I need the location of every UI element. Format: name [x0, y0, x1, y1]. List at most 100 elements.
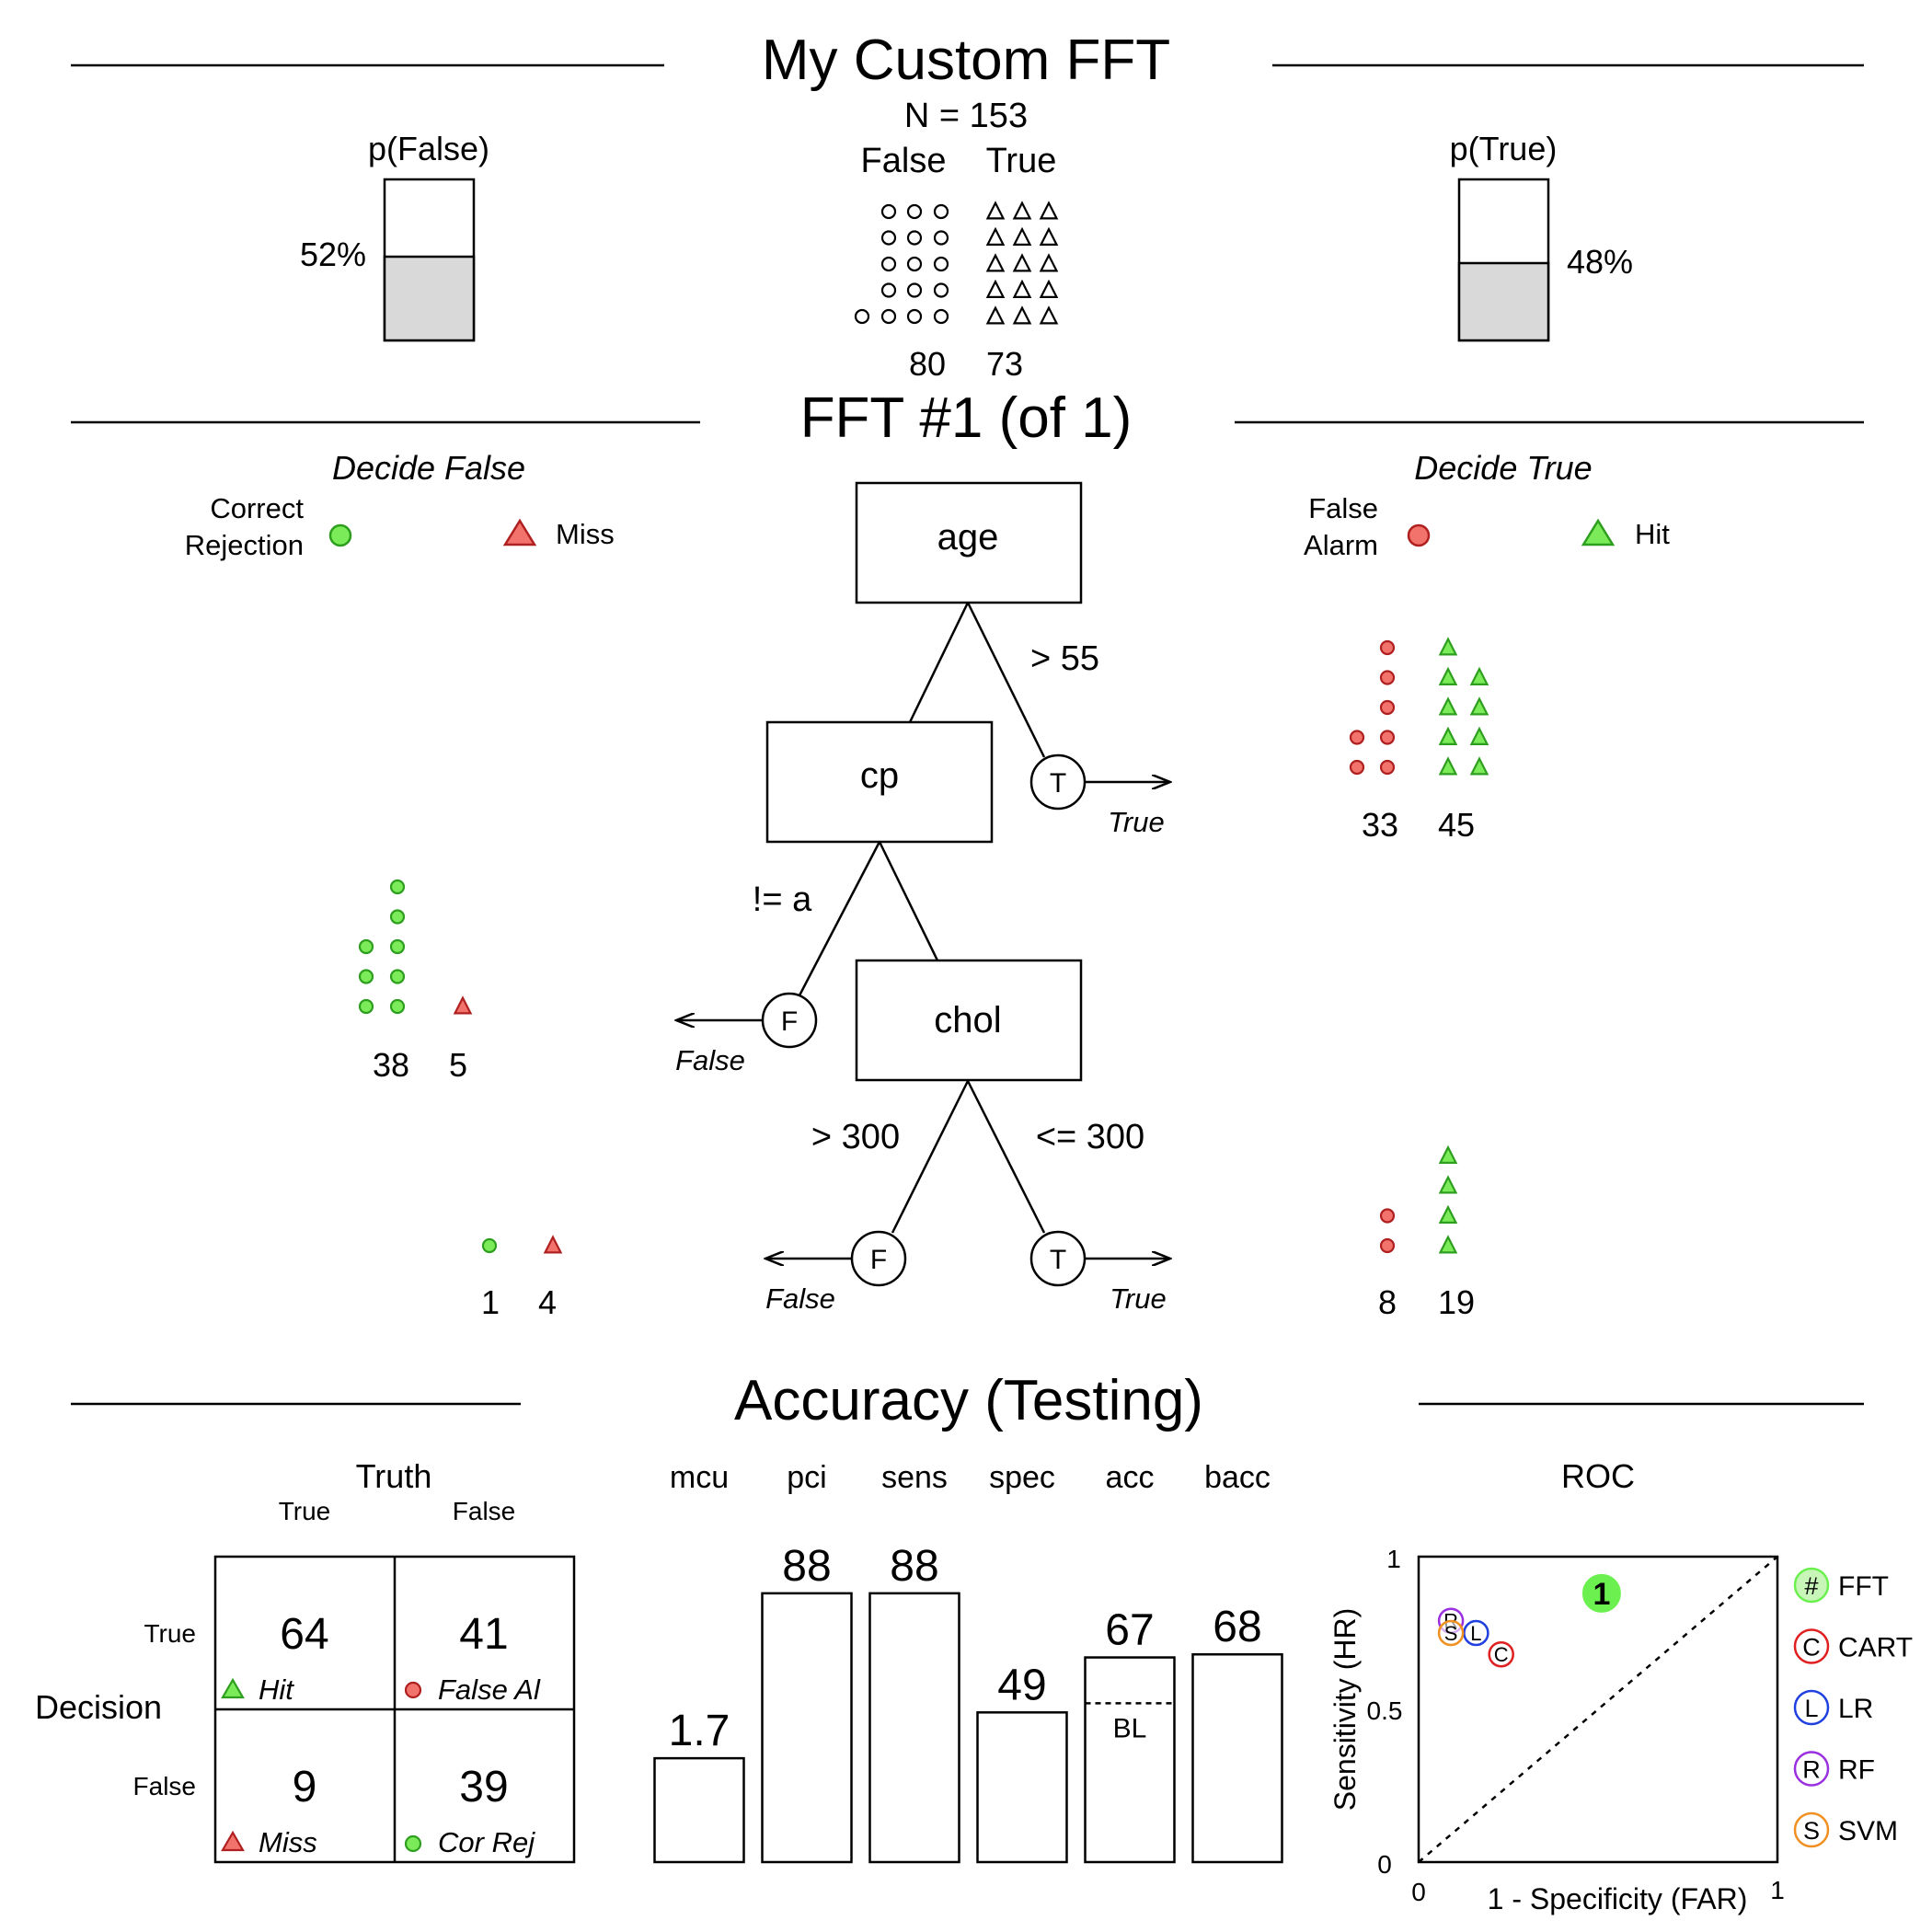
false-class-icon [906, 230, 923, 246]
roc-legend-marker [1793, 1689, 1830, 1726]
true-class-icon [985, 253, 1006, 272]
p-true-fill [1457, 261, 1550, 342]
legend-miss-icon [502, 518, 537, 546]
false-class-icon [880, 308, 897, 325]
hit-icon [1438, 1144, 1458, 1164]
cell-hit-icon [221, 1677, 245, 1699]
false-alarm-icon [1349, 759, 1365, 776]
cell-hit-label: Hit [259, 1673, 294, 1706]
leaf-chol-hit-count: 19 [1438, 1283, 1475, 1321]
hit-icon [1469, 726, 1489, 745]
false-class-icon [906, 308, 923, 325]
leaf-cp-miss-count: 5 [449, 1046, 467, 1084]
false-class-icon [906, 282, 923, 298]
decision-row-false: False [133, 1772, 196, 1800]
metric-value: 49 [997, 1661, 1046, 1709]
metric-bar [761, 1592, 853, 1864]
truth-col-false: False [453, 1497, 515, 1525]
cell-miss-icon [221, 1830, 245, 1852]
cell-cor-rej-label: Cor Rej [438, 1826, 535, 1858]
true-class-icon [1012, 253, 1032, 272]
metric-bar [1191, 1652, 1283, 1864]
tree-title: FFT #1 (of 1) [800, 386, 1133, 450]
true-class-icon [1012, 201, 1032, 220]
false-alarm-icon [1379, 759, 1396, 776]
false-alarm-icon [1379, 699, 1396, 716]
metric-bars: mcu 1.7 pci 88 sens 88 spec 49 acc 67 BL bacc 68 [653, 1460, 1283, 1864]
true-class-icon [1039, 279, 1059, 298]
miss-icon [543, 1235, 563, 1254]
metric-bar [653, 1756, 745, 1864]
branch-age-cp [908, 602, 970, 723]
true-class-icon [1012, 305, 1032, 325]
cell-hit-value: 64 [280, 1610, 328, 1659]
roc-y-tick-0-5: 0.5 [1367, 1696, 1403, 1725]
exit-chol-true-circle [1029, 1230, 1087, 1287]
cell-false-alarm-value: 41 [459, 1610, 508, 1659]
roc-legend-marker [1793, 1811, 1830, 1848]
hit-icon [1438, 666, 1458, 685]
hit-icon [1469, 666, 1489, 685]
metric-label: pci [787, 1460, 826, 1495]
branch-chol-false [891, 1080, 970, 1234]
roc-legend-name: CART [1838, 1633, 1913, 1663]
roc-legend-letter: # [1804, 1572, 1818, 1600]
true-class-icon [985, 226, 1006, 246]
leaf-chol-cr-count: 1 [481, 1283, 500, 1321]
true-class-icon [1039, 201, 1059, 220]
false-alarm-icon [1379, 670, 1396, 685]
count-false: 80 [909, 345, 946, 383]
roc-point-lr [1463, 1619, 1489, 1647]
false-class-icon [854, 308, 870, 325]
roc-point-fft [1581, 1573, 1621, 1613]
p-true-title: p(True) [1450, 130, 1558, 167]
roc-legend-marker [1793, 1751, 1830, 1787]
cell-cor-rej-icon [404, 1834, 422, 1853]
legend-false-alarm-line1: False [1308, 492, 1378, 524]
metric-value: 88 [782, 1542, 831, 1591]
roc-y-axis-label: Sensitivity (HR) [1328, 1608, 1362, 1811]
hit-icon [1438, 1204, 1458, 1224]
exit-cp-false-circle [761, 992, 818, 1049]
roc-point-letter: L [1470, 1622, 1481, 1645]
branch-age-exit [966, 602, 1046, 758]
roc-legend-name: FFT [1838, 1571, 1889, 1602]
false-alarm-icon [1379, 1237, 1396, 1254]
legend-correct-rejection-line1: Correct [210, 492, 304, 524]
exit-cp-label: False [675, 1044, 745, 1076]
truth-col-true: True [279, 1497, 331, 1525]
false-alarm-icon [1349, 730, 1365, 745]
false-alarm-icon [1379, 639, 1396, 656]
branch-cp-chol [878, 841, 939, 961]
correct-rejection-icon [389, 969, 406, 984]
correct-rejection-icon [389, 998, 406, 1015]
roc-point-letter: S [1444, 1622, 1458, 1645]
legend-correct-rejection-icon [328, 523, 352, 547]
miss-icon [453, 995, 473, 1015]
true-class-icon [985, 201, 1006, 220]
false-alarm-icon [1379, 730, 1396, 745]
cell-false-alarm-label: False Al [438, 1673, 541, 1706]
roc-legend-marker [1793, 1628, 1830, 1664]
metric-value: 1.7 [669, 1707, 730, 1755]
threshold-chol-true: <= 300 [1036, 1118, 1144, 1156]
p-true-label: 48% [1567, 243, 1633, 281]
roc-legend-marker [1793, 1567, 1830, 1604]
true-class-icon [1012, 226, 1032, 246]
correct-rejection-icon [358, 938, 374, 955]
roc-x-tick-0: 0 [1411, 1878, 1426, 1906]
node-cp-label: cp [860, 755, 899, 796]
exit-age-true-circle [1029, 753, 1087, 811]
metric-bar [976, 1711, 1068, 1864]
correct-rejection-icon [389, 879, 406, 895]
cell-miss-label: Miss [259, 1826, 317, 1858]
false-class-icon [880, 230, 897, 246]
hit-icon [1438, 637, 1458, 656]
false-alarm-icon [1379, 1208, 1396, 1224]
branch-chol-true [966, 1080, 1046, 1234]
false-class-icon [906, 203, 923, 220]
leaf-cp-cr-count: 38 [373, 1046, 409, 1084]
exit-age-label: True [1108, 806, 1164, 838]
hit-icon [1469, 756, 1489, 776]
